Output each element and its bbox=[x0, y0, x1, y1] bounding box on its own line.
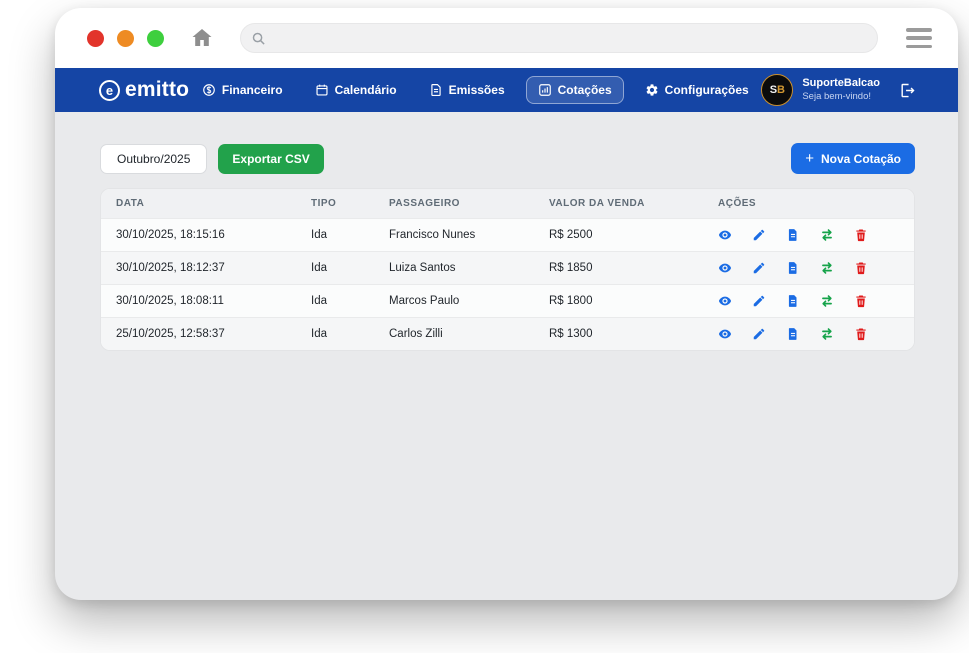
main-nav: Financeiro Calendário Emissões Cotações … bbox=[191, 76, 760, 104]
edit-pencil-icon[interactable] bbox=[752, 228, 766, 242]
search-input[interactable] bbox=[272, 31, 867, 45]
nav-item-configuracoes[interactable]: Configurações bbox=[634, 77, 760, 103]
edit-pencil-icon[interactable] bbox=[752, 294, 766, 308]
window-controls bbox=[87, 29, 164, 47]
logo-icon: e bbox=[99, 79, 120, 101]
nav-label: Configurações bbox=[664, 83, 749, 97]
cell-date: 30/10/2025, 18:15:16 bbox=[116, 229, 225, 241]
logo-text: emitto bbox=[125, 78, 190, 101]
document-icon bbox=[430, 84, 441, 97]
cell-tipo: Ida bbox=[311, 229, 327, 241]
export-csv-button[interactable]: Exportar CSV bbox=[218, 143, 324, 174]
quotes-table: DATA TIPO PASSAGEIRO VALOR DA VENDA AÇÕE… bbox=[100, 188, 915, 351]
toolbar: Outubro/2025 Exportar CSV + Nova Cotação bbox=[100, 143, 915, 174]
welcome-text: Seja bem-vindo! bbox=[802, 90, 871, 102]
document-icon[interactable] bbox=[786, 228, 800, 242]
cell-valor: R$ 2500 bbox=[549, 229, 593, 241]
table-row: 30/10/2025, 18:15:16 Ida Francisco Nunes… bbox=[101, 218, 914, 251]
swap-arrows-icon[interactable] bbox=[820, 261, 834, 275]
delete-trash-icon[interactable] bbox=[854, 327, 868, 341]
table-header-row: DATA TIPO PASSAGEIRO VALOR DA VENDA AÇÕE… bbox=[101, 189, 914, 218]
minimize-window-button[interactable] bbox=[117, 29, 134, 47]
emitto-logo: e emitto bbox=[99, 78, 189, 102]
swap-arrows-icon[interactable] bbox=[820, 327, 834, 341]
avatar-initial: S bbox=[769, 84, 778, 96]
cell-valor: R$ 1800 bbox=[549, 295, 593, 307]
col-header-acoes: AÇÕES bbox=[718, 198, 757, 209]
cell-valor: R$ 1850 bbox=[549, 262, 593, 274]
cell-date: 30/10/2025, 18:08:11 bbox=[116, 295, 224, 307]
row-actions bbox=[718, 261, 914, 275]
view-eye-icon[interactable] bbox=[718, 228, 732, 242]
logout-icon[interactable] bbox=[899, 82, 916, 99]
maximize-window-button[interactable] bbox=[147, 29, 164, 47]
col-header-passageiro: PASSAGEIRO bbox=[389, 198, 460, 209]
cell-passageiro: Francisco Nunes bbox=[389, 229, 476, 241]
cell-passageiro: Luiza Santos bbox=[389, 262, 456, 274]
cell-tipo: Ida bbox=[311, 328, 327, 340]
table-row: 25/10/2025, 12:58:37 Ida Carlos Zilli R$… bbox=[101, 317, 914, 350]
cell-passageiro: Marcos Paulo bbox=[389, 295, 460, 307]
nav-label: Emissões bbox=[448, 83, 505, 97]
row-actions bbox=[718, 294, 914, 308]
cell-tipo: Ida bbox=[311, 262, 327, 274]
cell-passageiro: Carlos Zilli bbox=[389, 328, 443, 340]
cell-tipo: Ida bbox=[311, 295, 327, 307]
calendar-icon bbox=[316, 84, 328, 96]
swap-arrows-icon[interactable] bbox=[820, 228, 834, 242]
table-row: 30/10/2025, 18:12:37 Ida Luiza Santos R$… bbox=[101, 251, 914, 284]
document-icon[interactable] bbox=[786, 261, 800, 275]
col-header-valor: VALOR DA VENDA bbox=[549, 198, 645, 209]
dollar-circle-icon bbox=[203, 84, 215, 96]
nav-label: Financeiro bbox=[221, 83, 283, 97]
cell-date: 30/10/2025, 18:12:37 bbox=[116, 262, 225, 274]
view-eye-icon[interactable] bbox=[718, 327, 732, 341]
document-icon[interactable] bbox=[786, 294, 800, 308]
close-window-button[interactable] bbox=[87, 29, 104, 47]
delete-trash-icon[interactable] bbox=[854, 261, 868, 275]
view-eye-icon[interactable] bbox=[718, 294, 732, 308]
search-icon bbox=[252, 32, 265, 45]
plus-icon: + bbox=[805, 150, 814, 167]
view-eye-icon[interactable] bbox=[718, 261, 732, 275]
col-header-data: DATA bbox=[116, 198, 145, 209]
cell-date: 25/10/2025, 12:58:37 bbox=[116, 328, 225, 340]
new-quote-label: Nova Cotação bbox=[820, 151, 901, 166]
browser-search-bar[interactable] bbox=[240, 23, 878, 53]
document-icon[interactable] bbox=[786, 327, 800, 341]
app-window: e emitto Financeiro Calendário Emissões … bbox=[55, 8, 958, 600]
main-content: Outubro/2025 Exportar CSV + Nova Cotação… bbox=[55, 112, 958, 351]
nav-label: Cotações bbox=[557, 83, 612, 97]
nav-item-financeiro[interactable]: Financeiro bbox=[191, 77, 294, 103]
row-actions bbox=[718, 228, 914, 242]
avatar-initial: B bbox=[777, 84, 785, 96]
cell-valor: R$ 1300 bbox=[549, 328, 593, 340]
gear-icon bbox=[646, 84, 658, 96]
home-icon[interactable] bbox=[190, 26, 214, 50]
bar-chart-icon bbox=[538, 84, 551, 96]
row-actions bbox=[718, 327, 914, 341]
edit-pencil-icon[interactable] bbox=[752, 261, 766, 275]
nav-label: Calendário bbox=[334, 83, 397, 97]
new-quote-button[interactable]: + Nova Cotação bbox=[791, 143, 915, 174]
swap-arrows-icon[interactable] bbox=[820, 294, 834, 308]
menu-icon[interactable] bbox=[906, 28, 932, 48]
app-navbar: e emitto Financeiro Calendário Emissões … bbox=[55, 68, 958, 112]
nav-item-calendario[interactable]: Calendário bbox=[304, 77, 408, 103]
user-text: SuporteBalcao Seja bem-vindo! bbox=[802, 77, 880, 103]
user-name: SuporteBalcao bbox=[802, 77, 880, 90]
col-header-tipo: TIPO bbox=[311, 198, 337, 209]
month-filter-select[interactable]: Outubro/2025 bbox=[100, 143, 208, 174]
browser-topbar bbox=[55, 8, 958, 68]
delete-trash-icon[interactable] bbox=[854, 228, 868, 242]
nav-item-cotacoes[interactable]: Cotações bbox=[525, 76, 624, 104]
delete-trash-icon[interactable] bbox=[854, 294, 868, 308]
nav-item-emissoes[interactable]: Emissões bbox=[418, 77, 516, 103]
edit-pencil-icon[interactable] bbox=[752, 327, 766, 341]
table-row: 30/10/2025, 18:08:11 Ida Marcos Paulo R$… bbox=[101, 284, 914, 317]
